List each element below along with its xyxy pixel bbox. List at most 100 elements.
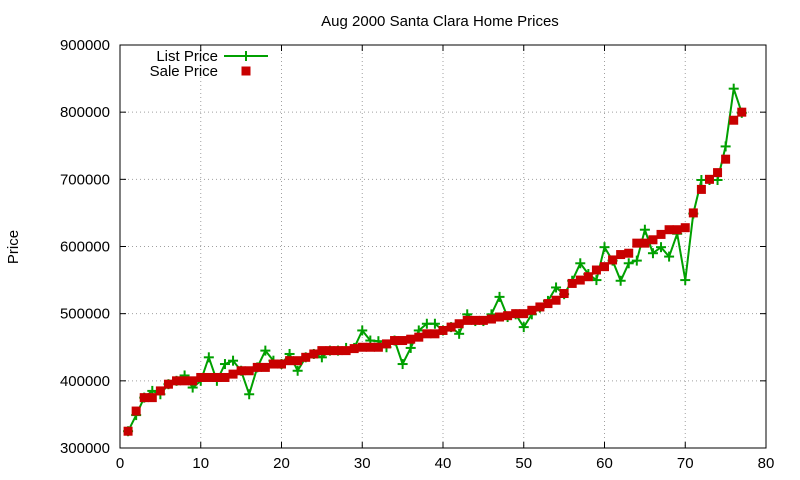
list-price-point	[429, 318, 440, 329]
sale-price-point	[583, 272, 593, 282]
sale-price-point	[640, 238, 650, 248]
sale-price-point	[543, 299, 553, 309]
sale-price-point	[381, 339, 391, 349]
y-tick-label: 500000	[60, 306, 110, 323]
sale-price-point	[664, 225, 674, 235]
sale-price-point	[648, 235, 658, 245]
sale-price-point	[495, 312, 505, 322]
sale-price-point	[390, 336, 400, 346]
list-price-point	[228, 355, 239, 366]
sale-price-point	[672, 225, 682, 235]
sale-price-point	[478, 315, 488, 325]
sale-price-point	[163, 379, 173, 389]
list-price-point	[647, 248, 658, 259]
sale-price-point	[616, 250, 626, 260]
sale-price-point	[406, 334, 416, 344]
sale-price-point	[204, 372, 214, 382]
sale-price-point	[503, 311, 513, 321]
x-tick-label: 20	[273, 455, 290, 472]
list-price-point	[591, 275, 602, 286]
sale-price-point	[268, 359, 278, 369]
y-tick-label: 300000	[60, 440, 110, 457]
y-axis-label: Price	[5, 230, 22, 264]
sale-price-point	[608, 255, 618, 265]
sale-price-point	[721, 154, 731, 164]
list-price-point	[292, 365, 303, 376]
list-price-point	[454, 328, 465, 339]
sale-price-point	[729, 115, 739, 125]
sale-price-point	[180, 376, 190, 386]
sale-price-point	[454, 319, 464, 329]
sale-price-point	[438, 325, 448, 335]
sale-price-point	[430, 329, 440, 339]
chart-title: Aug 2000 Santa Clara Home Prices	[321, 13, 559, 30]
legend-marker-list-price	[241, 51, 251, 61]
sale-price-point	[357, 342, 367, 352]
x-tick-label: 70	[677, 455, 694, 472]
sale-price-point	[737, 107, 747, 117]
legend-plus	[241, 51, 251, 61]
sale-price-point	[325, 346, 335, 356]
list-price-point	[728, 83, 739, 94]
sale-price-point	[414, 332, 424, 342]
sale-price-point	[446, 322, 456, 332]
sale-price-point	[317, 346, 327, 356]
list-price-point	[518, 322, 529, 333]
axis-ticks: 0 10 20 30 40 50 60 70 80 300000 400000 500000 60000…	[60, 37, 774, 472]
x-tick-label: 50	[515, 455, 532, 472]
list-price-point	[219, 359, 230, 370]
sale-price-point	[285, 356, 295, 366]
x-tick-label: 60	[596, 455, 613, 472]
sale-price-point	[567, 278, 577, 288]
list-price-point	[551, 282, 562, 293]
sale-price-point	[519, 309, 529, 319]
list-price-point	[664, 251, 675, 262]
list-price-point	[203, 352, 214, 363]
list-price-point	[599, 242, 610, 253]
sale-price-point	[260, 362, 270, 372]
sale-price-point	[244, 366, 254, 376]
sale-price-point	[236, 366, 246, 376]
legend-square	[241, 66, 251, 76]
sale-price-point	[486, 314, 496, 324]
sale-price-point	[688, 208, 698, 218]
sale-price-point	[172, 376, 182, 386]
sale-price-point	[559, 289, 569, 299]
y-tick-label: 900000	[60, 37, 110, 54]
grid	[120, 45, 766, 448]
sale-price-point	[713, 168, 723, 178]
sale-price-point	[333, 346, 343, 356]
list-price-point	[720, 141, 731, 152]
sale-price-point	[123, 426, 133, 436]
list-price-point	[623, 258, 634, 269]
sale-price-point	[600, 262, 609, 272]
legend-marker-sale-price	[241, 66, 251, 76]
sale-price-point	[511, 309, 521, 319]
x-tick-label: 80	[758, 455, 775, 472]
list-price-point	[615, 275, 626, 286]
sale-price-point	[422, 329, 432, 339]
sale-price-point	[349, 344, 359, 354]
sale-price-point	[220, 372, 230, 382]
sale-price-point	[277, 359, 286, 369]
series-layer	[123, 83, 747, 437]
sale-price-point	[704, 174, 714, 184]
x-tick-label: 0	[116, 455, 124, 472]
sale-price-point	[131, 406, 141, 416]
y-tick-label: 400000	[60, 373, 110, 390]
sale-price-point	[462, 315, 472, 325]
y-tick-label: 700000	[60, 171, 110, 188]
sale-price-point	[139, 393, 149, 403]
list-price-point	[397, 359, 408, 370]
sale-price-point	[365, 342, 375, 352]
sale-price-point	[373, 342, 383, 352]
legend-label-sale-price: Sale Price	[150, 63, 218, 80]
list-price-point	[639, 224, 650, 235]
list-price-point	[357, 325, 368, 336]
sale-price-point	[632, 238, 642, 248]
sale-price-point	[341, 346, 351, 356]
sale-price-point	[624, 248, 634, 258]
sale-price-point	[575, 275, 585, 285]
sale-price-point	[551, 295, 561, 305]
sale-price-point	[656, 229, 666, 239]
